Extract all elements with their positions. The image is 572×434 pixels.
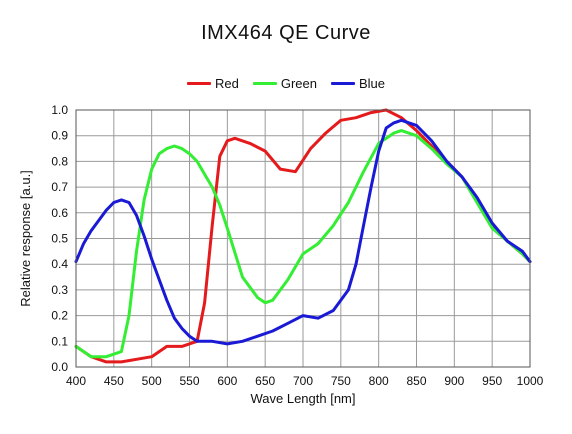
y-tick-label: 0.6 bbox=[51, 206, 68, 220]
x-tick-label: 900 bbox=[444, 374, 464, 388]
y-tick-label: 0.2 bbox=[51, 309, 68, 323]
x-tick-label: 400 bbox=[66, 374, 86, 388]
y-axis-label: Relative response [a.u.] bbox=[18, 170, 33, 307]
tick-labels: 400 450 500 550 600 650 700 750 800 850 900 950 1000… bbox=[51, 103, 543, 388]
legend-item-blue: Blue bbox=[330, 76, 386, 91]
x-tick-label: 1000 bbox=[517, 374, 544, 388]
legend-label-red: Red bbox=[214, 76, 239, 91]
legend-swatch-red bbox=[186, 82, 211, 85]
series-line-blue bbox=[74, 118, 532, 346]
y-tick-label: 0.3 bbox=[51, 283, 68, 297]
legend-label-green: Green bbox=[280, 76, 317, 91]
y-tick-label: 0.1 bbox=[51, 334, 68, 348]
y-tick-label: 0.7 bbox=[51, 180, 68, 194]
y-tick-label: 0.4 bbox=[51, 257, 68, 271]
legend-item-red: Red bbox=[186, 76, 239, 91]
x-tick-label: 650 bbox=[255, 374, 275, 388]
series-lines bbox=[74, 108, 532, 364]
plot-border bbox=[75, 109, 531, 368]
legend: Red Green Blue bbox=[0, 76, 572, 91]
x-axis-label: Wave Length [nm] bbox=[250, 391, 355, 406]
x-tick-label: 700 bbox=[293, 374, 313, 388]
x-tick-label: 600 bbox=[217, 374, 237, 388]
x-tick-label: 800 bbox=[369, 374, 389, 388]
y-tick-label: 0.5 bbox=[51, 232, 68, 246]
y-tick-label: 0.9 bbox=[51, 129, 68, 143]
legend-swatch-blue bbox=[330, 82, 355, 85]
x-tick-label: 450 bbox=[104, 374, 124, 388]
x-tick-label: 850 bbox=[406, 374, 426, 388]
y-tick-label: 0.8 bbox=[51, 154, 68, 168]
x-tick-label: 750 bbox=[331, 374, 351, 388]
x-tick-label: 550 bbox=[179, 374, 199, 388]
series-line-green bbox=[74, 129, 532, 359]
legend-label-blue: Blue bbox=[358, 76, 386, 91]
grid bbox=[75, 109, 531, 368]
chart-title: IMX464 QE Curve bbox=[201, 22, 371, 44]
x-tick-label: 500 bbox=[142, 374, 162, 388]
y-tick-label: 0.0 bbox=[51, 360, 68, 374]
x-tick-label: 950 bbox=[482, 374, 502, 388]
legend-item-green: Green bbox=[252, 76, 317, 91]
plot-frame bbox=[75, 109, 531, 368]
y-tick-label: 1.0 bbox=[51, 103, 68, 117]
legend-swatch-green bbox=[252, 82, 277, 85]
